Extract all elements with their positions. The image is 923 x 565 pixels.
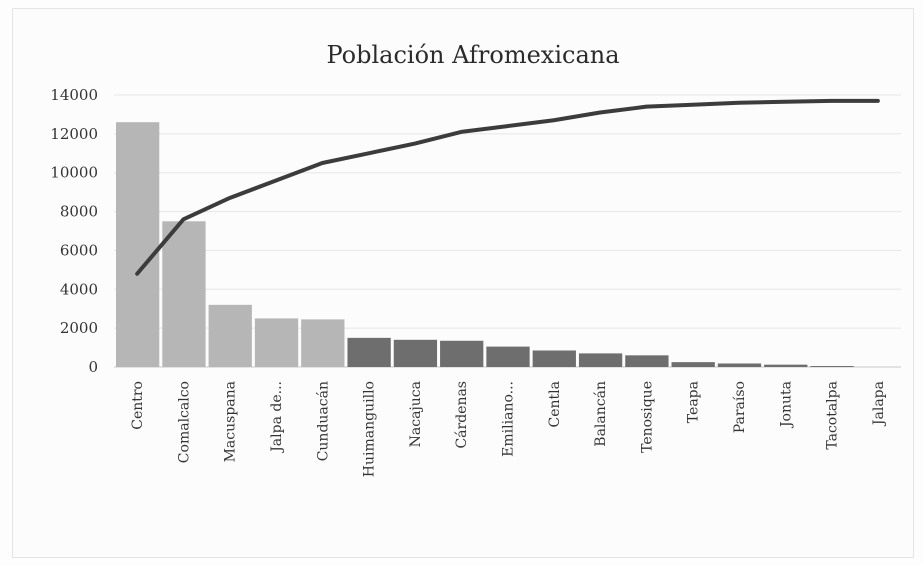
y-tick-label: 2000: [60, 319, 98, 337]
x-category-label: Jalapa: [871, 381, 887, 427]
bar: [301, 319, 345, 367]
bar: [254, 318, 299, 367]
bar: [440, 340, 484, 367]
y-tick-label: 6000: [60, 241, 98, 259]
pareto-chart: Población Afromexicana 0 2000 4000 6000 8000…: [50, 41, 901, 477]
y-tick-label: 0: [88, 358, 98, 376]
y-tick-label: 10000: [50, 164, 98, 182]
x-category-label: Huimanguillo: [362, 381, 378, 477]
y-tick-label: 12000: [50, 125, 98, 143]
x-category-label: Centla: [547, 381, 563, 427]
bar: [532, 350, 576, 367]
bar: [347, 337, 391, 367]
x-category-label: Paraíso: [732, 381, 748, 433]
x-category-label: Cunduacán: [315, 381, 331, 461]
bar: [625, 355, 669, 367]
cumulative-line: [135, 98, 880, 276]
bar: [578, 353, 623, 367]
bar: [717, 363, 762, 367]
x-category-label: Jonuta: [778, 381, 794, 429]
bar: [162, 221, 206, 367]
x-category-label: Centro: [130, 381, 146, 430]
x-category-label: Cárdenas: [454, 381, 470, 449]
x-category-label: Tacotalpa: [825, 381, 841, 450]
bar: [393, 339, 438, 367]
bar: [116, 122, 160, 367]
x-category-label: Macuspana: [223, 381, 239, 462]
x-category-label: Emiliano...: [501, 381, 517, 457]
y-tick-label: 4000: [60, 280, 98, 298]
bar: [486, 346, 530, 367]
bar: [671, 362, 715, 367]
cumulative-line-path: [135, 98, 880, 276]
bar: [764, 364, 808, 367]
bar: [208, 304, 252, 367]
chart-frame: Población Afromexicana 0 2000 4000 6000 8000…: [12, 8, 914, 558]
y-tick-label: 14000: [50, 86, 98, 104]
bars: [116, 122, 854, 367]
y-tick-label: 8000: [60, 203, 98, 221]
x-category-label: Comalcalco: [176, 381, 192, 463]
y-axis-ticks: 0 2000 4000 6000 8000 10000 12000 14000: [50, 86, 98, 376]
x-axis-labels: Centro Comalcalco Macuspana Jalpa de... Cund…: [130, 381, 887, 477]
x-category-label: Balancán: [593, 381, 609, 447]
bar: [810, 366, 854, 367]
x-category-label: Tenosique: [639, 381, 655, 453]
chart-title: Población Afromexicana: [326, 41, 619, 69]
x-category-label: Teapa: [686, 381, 702, 423]
x-category-label: Jalpa de...: [269, 381, 285, 454]
x-category-label: Nacajuca: [408, 381, 424, 447]
